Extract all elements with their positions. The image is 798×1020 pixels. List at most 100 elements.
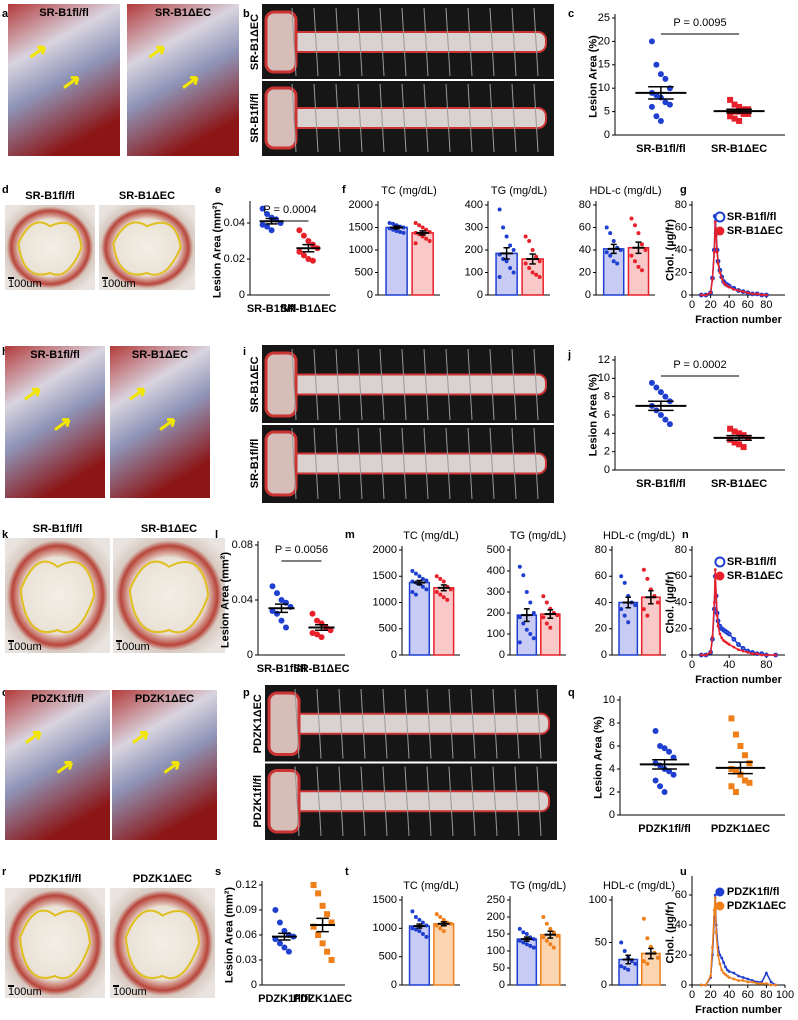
y-tick-label: 0.04 [224, 217, 245, 229]
data-point [501, 257, 506, 261]
y-tick-label: 40 [595, 596, 607, 608]
pin [489, 348, 495, 421]
data-point [611, 259, 616, 264]
panel-letter: c [568, 8, 574, 20]
data-point [765, 982, 768, 985]
data-point [712, 601, 716, 604]
pin [335, 7, 341, 77]
data-point [401, 230, 406, 235]
chart-title: HDL-c (mg/dL) [603, 530, 675, 542]
pin [426, 688, 432, 759]
chart-title: TC (mg/dL) [403, 880, 459, 892]
data-point [741, 752, 748, 759]
data-point [424, 934, 429, 939]
data-point [420, 584, 425, 589]
data-point [732, 977, 736, 981]
data-point [434, 912, 439, 917]
data-point [727, 425, 734, 432]
data-point [544, 621, 549, 626]
pin [448, 766, 454, 837]
data-point [438, 926, 443, 931]
x-tick-label: SR-B1fl/fl [636, 478, 686, 490]
x-tick-label: 80 [760, 659, 772, 671]
data-point [709, 291, 712, 295]
data-point [531, 937, 536, 942]
data-point [530, 270, 535, 275]
data-point [716, 624, 720, 628]
data-point [711, 946, 714, 949]
data-point [645, 576, 650, 581]
data-point [714, 931, 718, 934]
data-point [531, 611, 536, 615]
data-point [732, 731, 739, 738]
y-tick-label: 100 [465, 266, 483, 278]
x-tick-label: SR-B1fl/fl [257, 663, 307, 675]
data-point [641, 607, 646, 612]
data-point [541, 935, 546, 940]
photo-label: PDZK1ΔEC [252, 694, 264, 753]
data-point [751, 652, 754, 656]
data-point [745, 110, 752, 117]
pin [492, 688, 498, 759]
y-tick-label: 0 [251, 979, 257, 991]
data-point [737, 979, 740, 982]
data-point [541, 594, 546, 599]
data-point [736, 441, 743, 448]
x-tick-label: SR-B1ΔEC [293, 663, 349, 675]
pin [291, 83, 297, 153]
pin [404, 688, 410, 759]
x-tick-label: PDZK1fl/fl [638, 823, 691, 835]
pin [291, 427, 297, 500]
data-point [711, 635, 714, 639]
y-tick-label: 5 [604, 106, 610, 118]
photo-label: PDZK1ΔEC [135, 693, 194, 705]
x-tick-label: PDZK1fl/fl [258, 993, 311, 1005]
bar [540, 613, 561, 656]
pin [489, 7, 495, 77]
pin [313, 348, 319, 421]
data-point [755, 652, 759, 656]
data-point [645, 613, 650, 618]
y-tick-label: 500 [355, 266, 373, 278]
data-point [713, 220, 717, 224]
data-point [541, 915, 546, 919]
x-tick-label: 60 [742, 989, 754, 1001]
data-point [657, 783, 664, 790]
data-point [521, 621, 526, 626]
data-point [740, 646, 746, 651]
data-point [441, 595, 446, 600]
data-point [774, 653, 778, 657]
panel-letter: l [215, 529, 218, 541]
scale-label: 100um [8, 641, 42, 653]
data-point [736, 642, 741, 647]
data-point [424, 587, 429, 592]
x-tick-label: 80 [760, 299, 772, 311]
photo-label: SR-B1fl/fl [30, 349, 80, 361]
y-tick-label: 0 [601, 649, 607, 661]
panel-letter: k [2, 529, 9, 541]
panel-letter: m [345, 529, 355, 541]
pin [338, 688, 344, 759]
pin [445, 427, 451, 500]
pin [467, 427, 473, 500]
data-point [728, 766, 735, 772]
pin [533, 7, 539, 77]
y-tick-label: 250 [487, 894, 505, 906]
data-point [727, 96, 734, 103]
data-point [315, 932, 322, 938]
data-point [639, 242, 644, 247]
data-point [285, 948, 292, 955]
pin [426, 766, 432, 837]
y-tick-label: 0 [681, 979, 687, 991]
bar [640, 596, 661, 656]
scale-label: 100um [8, 986, 42, 998]
data-point [726, 631, 732, 637]
data-point [727, 976, 731, 979]
arrow [56, 761, 73, 774]
pin [360, 766, 366, 837]
data-point [657, 71, 664, 78]
data-point [636, 264, 641, 269]
data-point [259, 221, 266, 228]
y-tick-label: 0 [604, 464, 610, 476]
